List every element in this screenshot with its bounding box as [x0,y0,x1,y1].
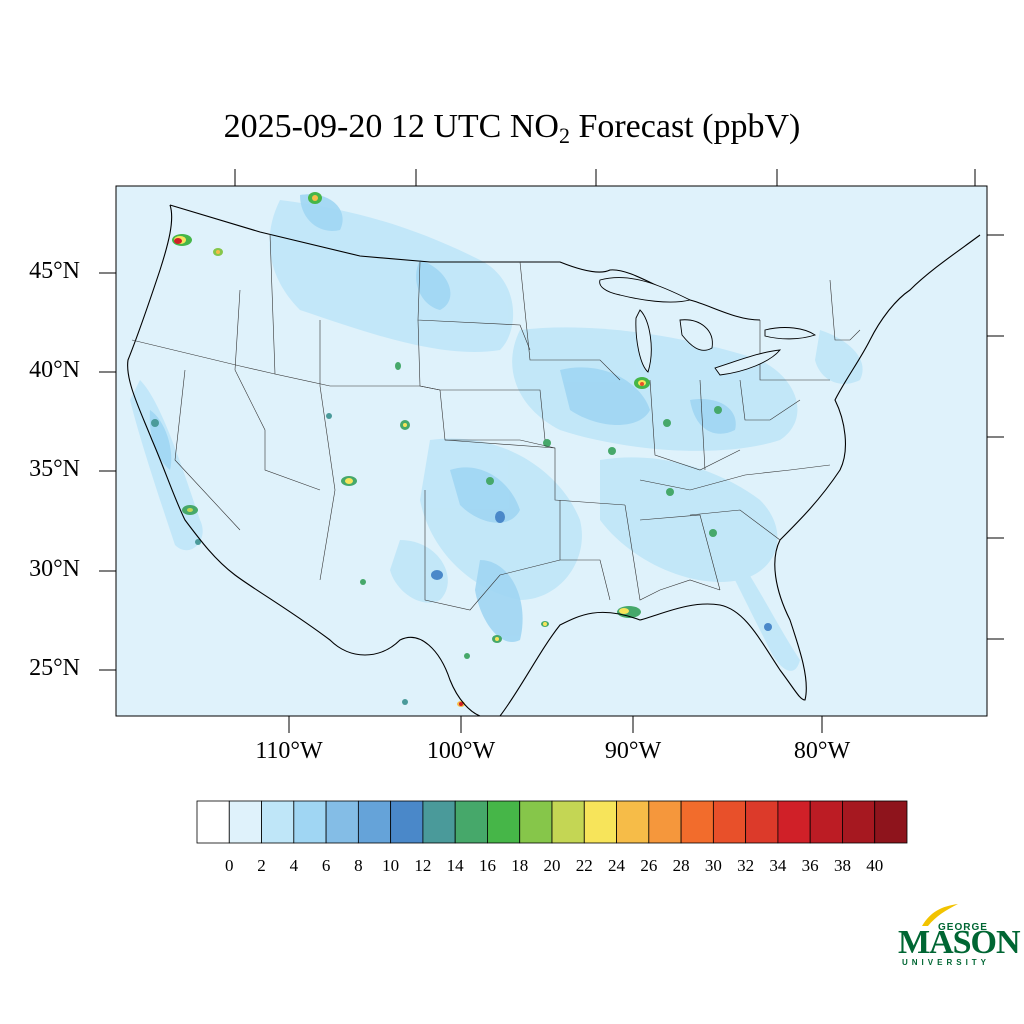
colorbar-swatch [487,800,521,844]
colorbar-swatch [842,800,876,844]
lon-label-110w: 110°W [255,738,323,764]
colorbar-tick-label: 18 [511,856,529,875]
colorbar-swatch [519,800,553,844]
colorbar-swatch [809,800,843,844]
colorbar-tick-label: 6 [321,856,331,875]
colorbar-swatch [777,800,811,844]
colorbar-tick-label: 30 [704,856,722,875]
colorbar-swatch [454,800,488,844]
colorbar-swatch [325,800,359,844]
colorbar-tick-label: 4 [289,856,299,875]
lat-label-35n: 35°N [29,456,80,482]
lat-label-30n: 30°N [29,556,80,582]
concentration-field [127,192,981,716]
lat-label-45n: 45°N [29,258,80,284]
state-boundaries [131,233,861,611]
colorbar-tick-label: 24 [608,856,626,875]
colorbar-tick-label: 0 [225,856,234,875]
colorbar-tick-label: 14 [446,856,464,875]
tick-marks [99,169,1004,733]
map-title: 2025-09-20 12 UTC NO2 Forecast (ppbV) [0,108,1024,149]
logo-line-mason: MASON [898,924,1021,961]
logo-line-university: UNIVERSITY [902,958,991,967]
great-lakes [599,277,816,376]
lat-label-25n: 25°N [29,655,80,681]
colorbar-swatch [357,800,392,844]
colorbar-tick-label: 26 [640,856,658,875]
colorbar-tick-label: 16 [478,856,496,875]
colorbar-tick-label: 10 [382,856,400,875]
colorbar-tick-label: 36 [801,856,819,875]
lon-label-80w: 80°W [793,738,851,764]
coastline [127,204,981,716]
title-subscript: 2 [558,123,570,148]
hotspots [151,192,772,707]
colorbar-tick-label: 28 [672,856,690,875]
colorbar-swatch [422,800,456,844]
colorbar-swatch [648,800,682,844]
colorbar-tick-label: 20 [543,856,561,875]
colorbar-swatch [745,800,779,844]
colorbar-swatch [874,800,908,844]
map-background [116,186,987,716]
colorbar-swatch [293,800,327,844]
colorbar-swatch [390,800,424,844]
colorbar-swatch [196,800,230,844]
colorbar [196,800,908,844]
colorbar-swatch [261,800,295,844]
title-prefix: 2025-09-20 12 UTC NO [223,108,559,145]
logo-swoosh-icon [922,904,958,926]
lat-label-40n: 40°N [29,357,80,383]
colorbar-tick-label: 40 [866,856,884,875]
title-suffix: Forecast (ppbV) [569,108,801,145]
george-mason-logo: GEORGE MASON UNIVERSITY [898,902,1021,968]
colorbar-tick-label: 2 [257,856,266,875]
colorbar-tick-label: 12 [414,856,432,875]
colorbar-swatch [228,800,262,844]
map-frame [115,185,988,717]
colorbar-swatch [551,800,585,844]
colorbar-tick-label: 32 [737,856,755,875]
logo-line-george: GEORGE [938,922,988,933]
lon-label-90w: 90°W [604,738,662,764]
colorbar-swatch [712,800,747,844]
colorbar-tick-label: 34 [769,856,787,875]
lon-label-100w: 100°W [426,738,496,764]
colorbar-tick-label: 38 [833,856,851,875]
colorbar-tick-label: 22 [575,856,593,875]
colorbar-swatch [583,800,617,844]
colorbar-tick-label: 8 [354,856,363,875]
colorbar-swatch [616,800,650,844]
colorbar-swatch [680,800,714,844]
